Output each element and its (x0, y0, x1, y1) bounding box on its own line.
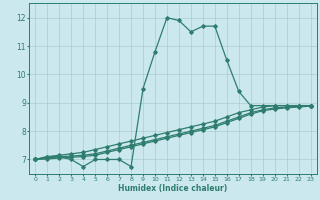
X-axis label: Humidex (Indice chaleur): Humidex (Indice chaleur) (118, 184, 228, 193)
